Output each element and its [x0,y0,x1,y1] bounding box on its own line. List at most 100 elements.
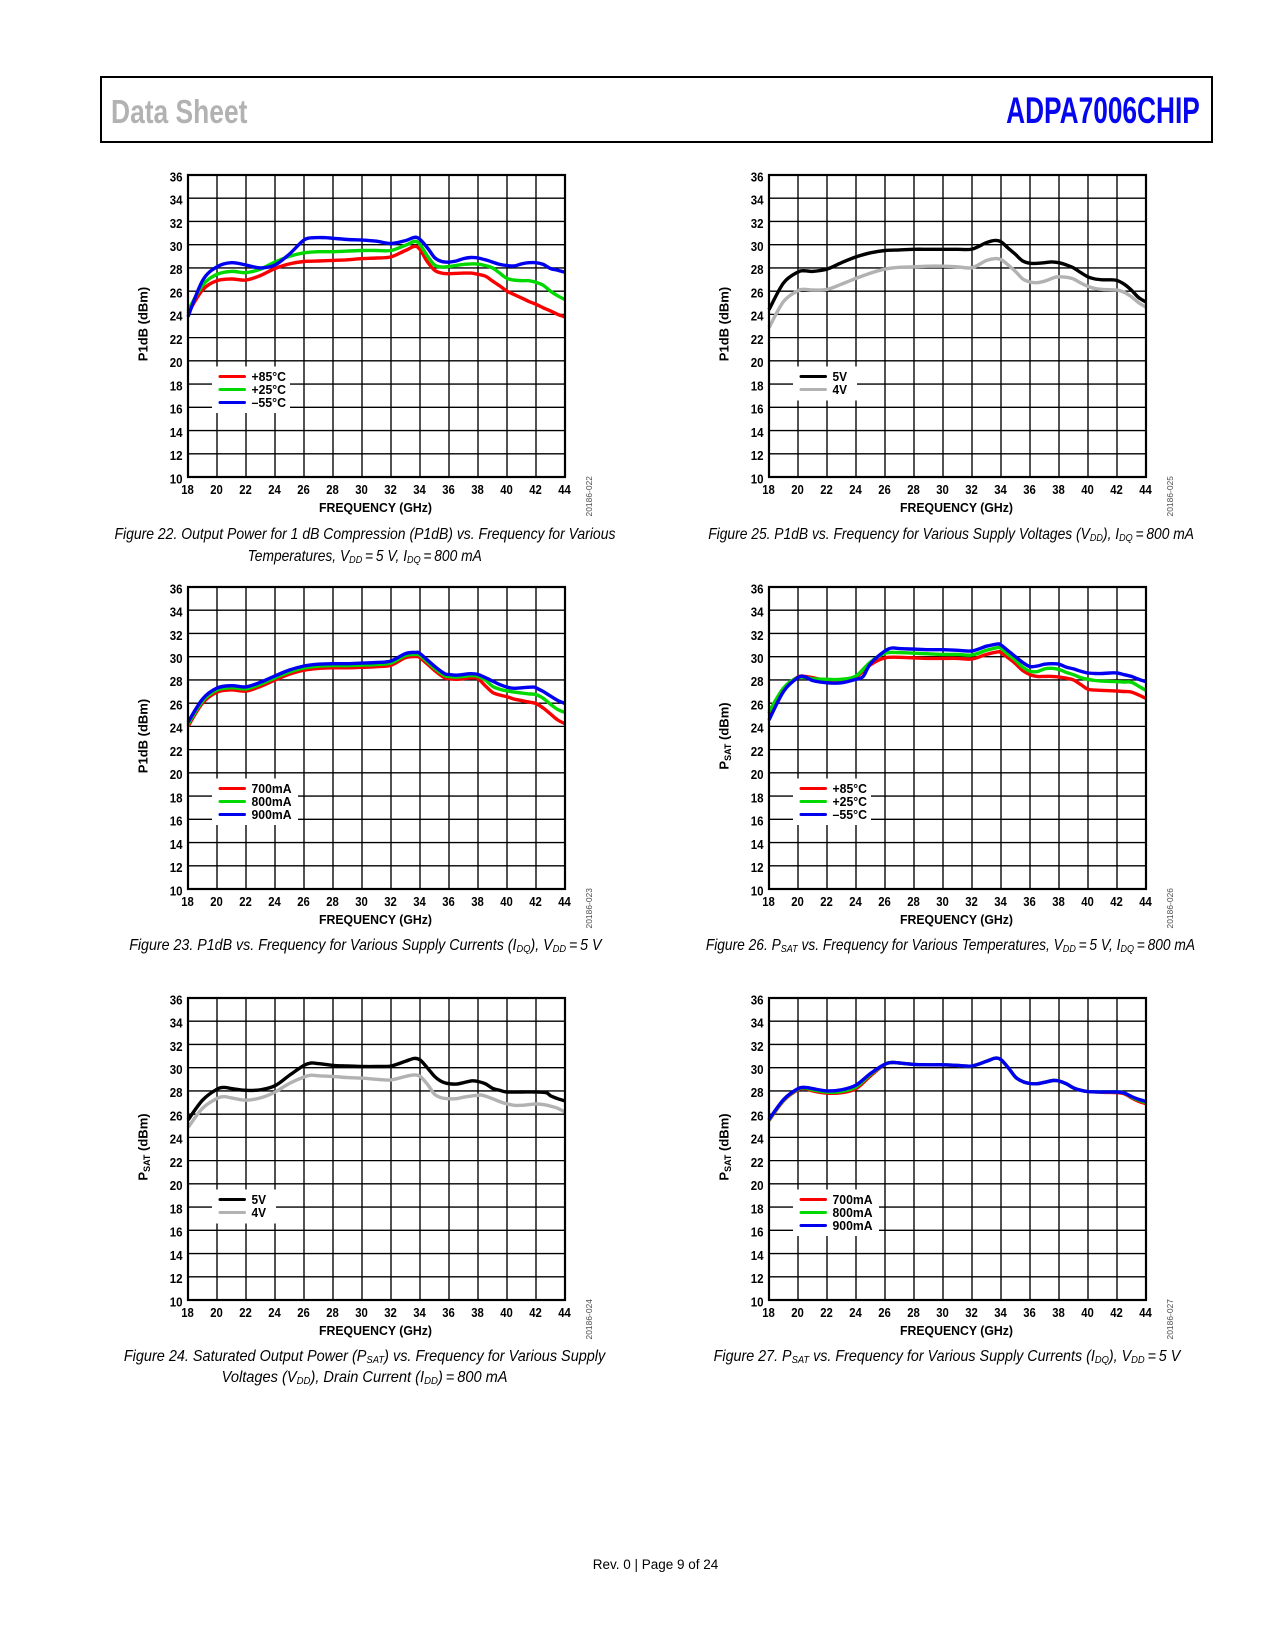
svg-text:26: 26 [297,893,310,908]
svg-text:32: 32 [169,627,182,642]
svg-text:32: 32 [384,482,397,497]
svg-text:20: 20 [791,1304,804,1319]
svg-text:P1dB (dBm): P1dB (dBm) [135,287,150,361]
svg-text:+85°C: +85°C [251,369,286,384]
svg-text:20186-026: 20186-026 [1165,887,1175,928]
svg-text:12: 12 [750,1271,763,1286]
svg-text:34: 34 [750,604,763,619]
svg-text:20: 20 [210,1304,223,1319]
svg-text:34: 34 [994,1304,1007,1319]
svg-text:18: 18 [169,1201,182,1216]
svg-text:22: 22 [239,1304,252,1319]
svg-text:–55°C: –55°C [251,395,286,410]
svg-text:28: 28 [169,1085,182,1100]
svg-text:22: 22 [239,482,252,497]
svg-text:16: 16 [169,1224,182,1239]
svg-text:FREQUENCY (GHz): FREQUENCY (GHz) [319,1323,432,1338]
svg-text:18: 18 [181,893,194,908]
svg-text:42: 42 [529,1304,542,1319]
svg-text:36: 36 [169,581,182,596]
svg-text:24: 24 [750,720,763,735]
svg-text:42: 42 [1110,1304,1123,1319]
svg-text:24: 24 [268,893,281,908]
svg-text:800mA: 800mA [832,1205,873,1220]
svg-text:20: 20 [169,355,182,370]
svg-text:36: 36 [750,581,763,596]
svg-text:24: 24 [750,1131,763,1146]
svg-text:28: 28 [750,1085,763,1100]
svg-text:32: 32 [169,216,182,231]
svg-text:24: 24 [849,893,862,908]
svg-text:10: 10 [750,471,763,486]
svg-text:22: 22 [820,893,833,908]
svg-text:24: 24 [169,1131,182,1146]
svg-text:34: 34 [169,1015,182,1030]
svg-text:700mA: 700mA [251,781,292,796]
svg-text:28: 28 [326,1304,339,1319]
svg-text:34: 34 [413,482,426,497]
svg-text:10: 10 [169,471,182,486]
svg-text:32: 32 [965,893,978,908]
svg-text:22: 22 [169,332,182,347]
svg-text:16: 16 [169,813,182,828]
svg-text:44: 44 [558,893,571,908]
svg-text:44: 44 [1139,893,1152,908]
svg-text:28: 28 [169,262,182,277]
svg-text:5V: 5V [251,1192,266,1207]
svg-text:12: 12 [169,448,182,463]
svg-text:14: 14 [750,1247,763,1262]
svg-text:24: 24 [268,482,281,497]
svg-text:28: 28 [326,482,339,497]
svg-text:32: 32 [750,1038,763,1053]
svg-text:18: 18 [762,1304,775,1319]
svg-text:28: 28 [907,1304,920,1319]
svg-text:28: 28 [907,893,920,908]
svg-text:PSAT (dBm): PSAT (dBm) [716,1113,732,1180]
svg-text:18: 18 [762,893,775,908]
svg-text:P1dB (dBm): P1dB (dBm) [135,698,150,772]
svg-text:34: 34 [994,482,1007,497]
svg-text:36: 36 [169,169,182,184]
svg-text:10: 10 [169,1294,182,1309]
svg-text:24: 24 [268,1304,281,1319]
svg-text:32: 32 [750,627,763,642]
svg-text:PSAT (dBm): PSAT (dBm) [716,702,732,769]
svg-text:14: 14 [750,836,763,851]
svg-text:30: 30 [169,651,182,666]
svg-text:22: 22 [820,1304,833,1319]
svg-text:28: 28 [169,674,182,689]
svg-text:28: 28 [907,482,920,497]
svg-text:14: 14 [169,1247,182,1262]
svg-text:42: 42 [1110,482,1123,497]
svg-text:30: 30 [750,651,763,666]
svg-text:30: 30 [169,1062,182,1077]
svg-text:FREQUENCY (GHz): FREQUENCY (GHz) [319,912,432,927]
svg-text:10: 10 [169,883,182,898]
svg-text:12: 12 [750,448,763,463]
svg-text:36: 36 [442,893,455,908]
svg-text:PSAT (dBm): PSAT (dBm) [135,1113,151,1180]
svg-text:900mA: 900mA [251,807,292,822]
svg-text:20: 20 [791,482,804,497]
svg-text:40: 40 [500,482,513,497]
svg-text:+25°C: +25°C [832,794,867,809]
svg-text:38: 38 [1052,482,1065,497]
svg-text:20186-027: 20186-027 [1165,1298,1175,1339]
svg-text:18: 18 [181,482,194,497]
svg-text:38: 38 [1052,1304,1065,1319]
svg-text:30: 30 [936,893,949,908]
svg-text:34: 34 [994,893,1007,908]
svg-text:20: 20 [750,355,763,370]
svg-text:20: 20 [750,767,763,782]
svg-text:18: 18 [181,1304,194,1319]
svg-text:44: 44 [1139,482,1152,497]
svg-text:26: 26 [750,286,763,301]
svg-text:24: 24 [169,309,182,324]
svg-text:22: 22 [750,1154,763,1169]
svg-text:20: 20 [210,482,223,497]
svg-text:22: 22 [169,743,182,758]
svg-text:34: 34 [413,893,426,908]
svg-text:26: 26 [169,286,182,301]
svg-text:26: 26 [750,1108,763,1123]
svg-text:38: 38 [471,893,484,908]
